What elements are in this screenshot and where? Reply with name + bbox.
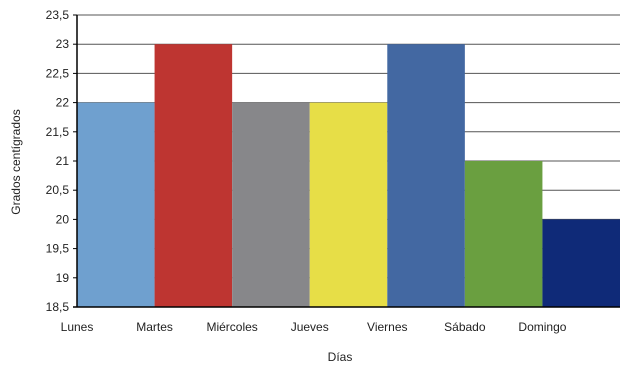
bar-miércoles xyxy=(232,102,310,307)
x-tick-label: Sábado xyxy=(444,320,486,334)
y-tick-label: 23,5 xyxy=(46,8,70,22)
x-axis-title: Días xyxy=(328,350,353,364)
y-tick-label: 22 xyxy=(56,96,70,110)
bar-jueves xyxy=(309,102,388,307)
x-tick-label: Martes xyxy=(136,320,173,334)
bar-lunes xyxy=(77,102,155,307)
bar-martes xyxy=(154,44,233,307)
x-tick-label: Jueves xyxy=(291,320,329,334)
y-tick-label: 20,5 xyxy=(46,183,70,197)
x-tick-labels: Lunes Martes Miércoles Jueves Viernes Sábado D… xyxy=(61,320,567,334)
y-tick-labels: 18,5 19 19,5 20 20,5 21 21,5 22 22,5 23 23,5 xyxy=(46,8,70,314)
bar-sábado xyxy=(464,161,543,307)
bar-domingo xyxy=(542,219,620,307)
y-tick-label: 20 xyxy=(56,212,70,226)
y-tick-label: 18,5 xyxy=(46,300,70,314)
bars xyxy=(77,44,620,307)
x-tick-label: Viernes xyxy=(367,320,407,334)
x-tick-label: Domingo xyxy=(518,320,566,334)
bar-viernes xyxy=(387,44,465,307)
x-tick-label: Lunes xyxy=(61,320,94,334)
y-tick-label: 23 xyxy=(56,37,70,51)
y-tick-label: 21,5 xyxy=(46,125,70,139)
y-axis-title: Grados centígrados xyxy=(9,109,23,214)
x-tick-label: Miércoles xyxy=(206,320,257,334)
y-tick-label: 22,5 xyxy=(46,66,70,80)
y-tick-label: 21 xyxy=(56,154,70,168)
y-tick-label: 19 xyxy=(56,271,70,285)
y-tick-label: 19,5 xyxy=(46,242,70,256)
